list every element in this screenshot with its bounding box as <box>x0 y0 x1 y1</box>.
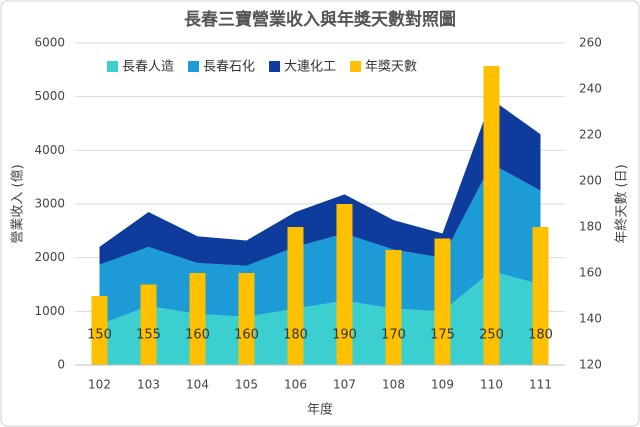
x-tick-label: 107 <box>333 378 356 392</box>
x-axis-label: 年度 <box>307 402 333 418</box>
x-tick-label: 109 <box>431 378 454 392</box>
legend-label: 長春人造 <box>122 60 174 75</box>
y-tick-label: 4000 <box>34 143 65 157</box>
y-tick-label: 2000 <box>34 250 65 264</box>
legend-swatch <box>350 61 362 72</box>
x-tick-label: 108 <box>382 378 405 392</box>
y-axis-label: 營業收入 (億) <box>10 164 26 243</box>
y2-axis-label: 年終天數 (日) <box>614 164 630 243</box>
bar <box>336 204 353 365</box>
y2-tick-label: 240 <box>579 82 602 96</box>
y2-tick-label: 120 <box>579 358 602 372</box>
data-label: 160 <box>185 328 210 343</box>
bar <box>91 296 108 365</box>
y2-tick-label: 160 <box>579 266 602 280</box>
bar <box>189 273 206 365</box>
data-label: 175 <box>430 328 455 343</box>
legend-swatch <box>188 61 200 72</box>
bar <box>532 227 549 365</box>
data-label: 160 <box>234 328 259 343</box>
data-label: 180 <box>283 328 308 343</box>
y-tick-label: 6000 <box>34 36 65 50</box>
legend-label: 長春石化 <box>203 60 255 75</box>
x-tick-label: 110 <box>480 378 503 392</box>
x-tick-label: 106 <box>284 378 307 392</box>
data-label: 180 <box>528 328 553 343</box>
legend-swatch <box>269 61 281 72</box>
legend-label: 大連化工 <box>284 60 336 75</box>
area <box>99 163 541 325</box>
y2-tick-label: 180 <box>579 220 602 234</box>
data-label: 150 <box>87 328 112 343</box>
bar <box>385 250 402 365</box>
data-label: 155 <box>136 328 161 343</box>
y-tick-label: 1000 <box>34 304 65 318</box>
data-label: 250 <box>479 328 504 343</box>
bar <box>434 238 451 365</box>
y-tick-label: 5000 <box>34 89 65 103</box>
x-tick-label: 111 <box>529 378 552 392</box>
y2-tick-label: 200 <box>579 174 602 188</box>
chart-title: 長春三寶營業收入與年獎天數對照圖 <box>184 9 456 30</box>
bar <box>238 273 255 365</box>
bar <box>287 227 304 365</box>
x-tick-label: 102 <box>88 378 111 392</box>
y-tick-label: 0 <box>57 358 65 372</box>
x-tick-label: 104 <box>186 378 209 392</box>
bar <box>483 66 500 365</box>
y2-tick-label: 220 <box>579 128 602 142</box>
data-label: 190 <box>332 328 357 343</box>
x-tick-label: 105 <box>235 378 258 392</box>
bar <box>140 284 157 365</box>
data-label: 170 <box>381 328 406 343</box>
x-tick-label: 103 <box>137 378 160 392</box>
legend-swatch <box>107 61 118 72</box>
y2-tick-label: 140 <box>579 312 602 326</box>
y2-tick-label: 260 <box>579 36 602 50</box>
legend-label: 年獎天數 <box>365 60 417 75</box>
y-tick-label: 3000 <box>34 197 65 211</box>
area <box>99 271 541 365</box>
